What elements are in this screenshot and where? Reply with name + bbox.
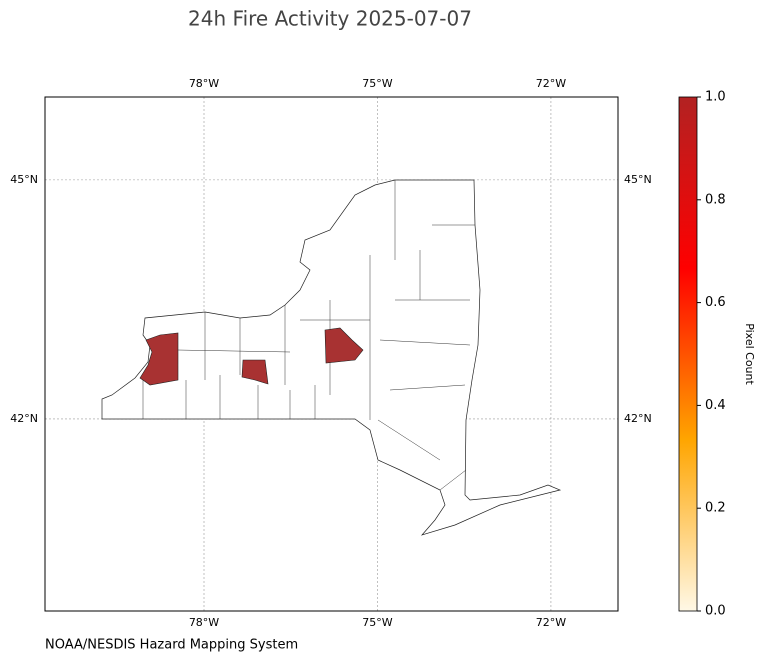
- y-tick-label: 42°N: [624, 412, 652, 425]
- fire-region: [324, 327, 364, 364]
- colorbar-tick-label: 0.4: [705, 398, 726, 413]
- x-tick-label: 78°W: [189, 77, 219, 90]
- x-tick-label: 72°W: [536, 77, 566, 90]
- source-note: NOAA/NESDIS Hazard Mapping System: [45, 638, 298, 653]
- colorbar-tick-label: 1.0: [705, 90, 726, 105]
- x-tick-label: 75°W: [362, 616, 392, 629]
- fire-region: [241, 359, 269, 385]
- colorbar-tick-label: 0.0: [705, 604, 726, 619]
- colorbar: [678, 96, 698, 612]
- y-tick-label: 45°N: [10, 173, 38, 186]
- x-tick-label: 72°W: [536, 616, 566, 629]
- y-tick-label: 45°N: [624, 173, 652, 186]
- fire-layer: [139, 327, 364, 386]
- colorbar-tick-label: 0.8: [705, 192, 726, 207]
- y-tick-label: 42°N: [10, 412, 38, 425]
- fire-region: [139, 332, 179, 386]
- colorbar-label: Pixel Count: [743, 323, 756, 385]
- x-tick-label: 78°W: [189, 616, 219, 629]
- x-tick-label: 75°W: [362, 77, 392, 90]
- chart-title: 24h Fire Activity 2025-07-07: [188, 7, 472, 31]
- map-frame: [44, 96, 619, 612]
- county-lines: [142, 180, 475, 491]
- colorbar-tick-label: 0.2: [705, 501, 726, 516]
- colorbar-tick-label: 0.6: [705, 295, 726, 310]
